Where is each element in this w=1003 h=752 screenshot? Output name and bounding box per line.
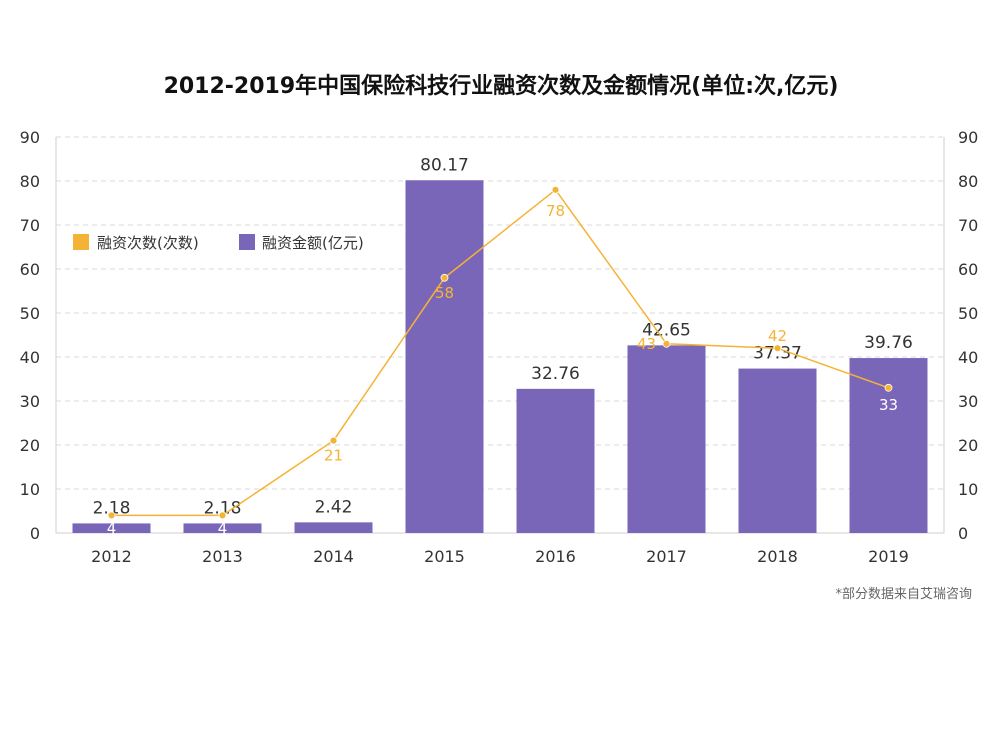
x-tick-label: 2015 <box>424 547 465 566</box>
legend-label-amount: 融资金额(亿元) <box>262 234 364 252</box>
x-tick-label: 2019 <box>868 547 909 566</box>
legend-swatch-amount <box>239 234 255 250</box>
line-value-label: 42 <box>768 327 787 345</box>
line-value-label: 21 <box>324 447 343 465</box>
bar-value-label: 2.42 <box>315 497 353 517</box>
line-point <box>218 511 227 520</box>
y-tick-label-right: 70 <box>958 216 978 235</box>
y-tick-label-right: 10 <box>958 480 978 499</box>
bar-value-label: 2.18 <box>93 498 131 518</box>
bar-value-label: 32.76 <box>531 364 580 384</box>
bar <box>627 345 706 533</box>
chart-title: 2012-2019年中国保险科技行业融资次数及金额情况(单位:次,亿元) <box>164 73 839 99</box>
y-tick-label-left: 50 <box>20 304 40 323</box>
bar <box>516 388 595 533</box>
line-point <box>440 273 449 282</box>
y-tick-label-left: 90 <box>20 128 40 147</box>
y-tick-label-left: 30 <box>20 392 40 411</box>
x-tick-label: 2012 <box>91 547 132 566</box>
x-tick-label: 2013 <box>202 547 243 566</box>
bar <box>294 522 373 533</box>
bar-value-label: 42.65 <box>642 320 691 340</box>
bar-value-label: 80.17 <box>420 155 469 175</box>
bar-value-label: 39.76 <box>864 333 913 353</box>
y-tick-label-left: 70 <box>20 216 40 235</box>
line-point <box>107 511 116 520</box>
line-series-path <box>111 188 889 517</box>
line-value-label: 33 <box>879 396 898 414</box>
line-point <box>551 185 560 194</box>
line-value-label: 58 <box>435 284 454 302</box>
line-value-label: 4 <box>107 519 117 537</box>
y-tick-label-left: 80 <box>20 172 40 191</box>
footnote: *部分数据来自艾瑞咨询 <box>835 587 972 602</box>
line-value-label: 43 <box>637 335 656 353</box>
y-tick-label-right: 20 <box>958 436 978 455</box>
line-point <box>662 339 671 348</box>
y-tick-label-left: 10 <box>20 480 40 499</box>
y-tick-label-right: 30 <box>958 392 978 411</box>
y-tick-label-left: 60 <box>20 260 40 279</box>
y-tick-label-left: 20 <box>20 436 40 455</box>
x-tick-label: 2014 <box>313 547 354 566</box>
legend-swatch-count <box>73 234 89 250</box>
x-tick-label: 2016 <box>535 547 576 566</box>
bar <box>183 523 262 533</box>
bar <box>405 180 484 533</box>
y-tick-label-left: 40 <box>20 348 40 367</box>
legend-label-count: 融资次数(次数) <box>97 234 199 252</box>
x-tick-label: 2017 <box>646 547 687 566</box>
y-tick-label-right: 90 <box>958 128 978 147</box>
bar <box>738 368 817 533</box>
y-tick-label-right: 0 <box>958 524 968 543</box>
bar-value-label: 2.18 <box>204 498 242 518</box>
line-point <box>773 344 782 353</box>
line-value-label: 78 <box>546 202 565 220</box>
y-tick-label-right: 60 <box>958 260 978 279</box>
line-point <box>329 436 338 445</box>
y-tick-label-right: 50 <box>958 304 978 323</box>
bar <box>72 523 151 533</box>
bar-value-label: 37.37 <box>753 344 802 364</box>
y-tick-label-right: 80 <box>958 172 978 191</box>
y-tick-label-right: 40 <box>958 348 978 367</box>
line-point <box>884 383 893 392</box>
y-tick-label-left: 0 <box>30 524 40 543</box>
line-value-label: 4 <box>218 519 228 537</box>
x-tick-label: 2018 <box>757 547 798 566</box>
